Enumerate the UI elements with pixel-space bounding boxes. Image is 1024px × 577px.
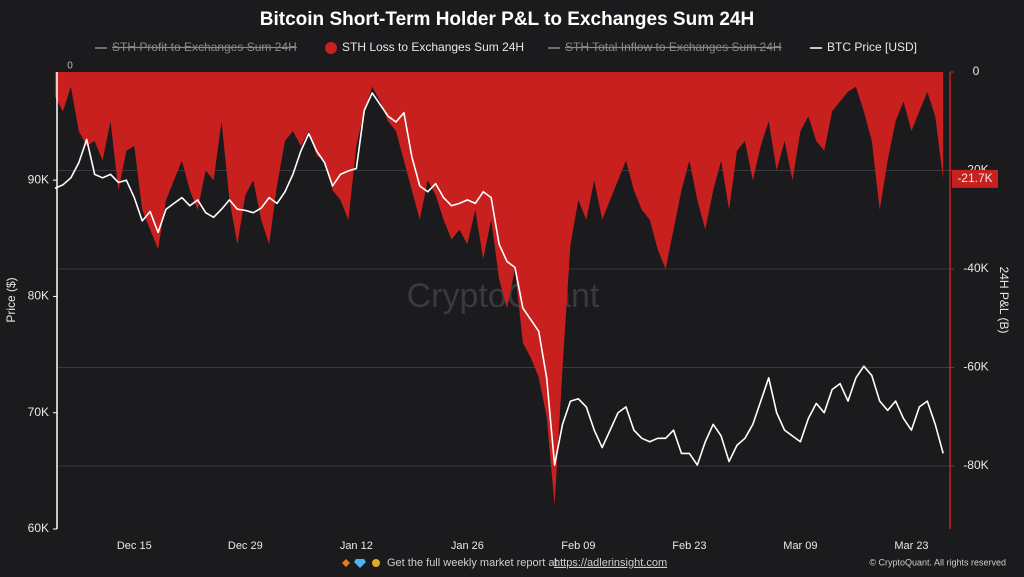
icon bbox=[342, 559, 350, 567]
x-tick-label: Jan 26 bbox=[451, 540, 484, 552]
legend-swatch bbox=[325, 42, 337, 54]
x-tick-label: Dec 15 bbox=[117, 540, 152, 552]
x-tick-label: Mar 09 bbox=[783, 540, 817, 552]
y2-tick-label: -80K bbox=[963, 458, 988, 472]
y-tick-label: 60K bbox=[28, 521, 49, 535]
footer: Get the full weekly market report at htt… bbox=[342, 557, 1006, 569]
y-tick-label: 80K bbox=[28, 289, 49, 303]
footer-link[interactable]: https://adlerinsight.com bbox=[554, 557, 667, 569]
x-tick-label: Feb 23 bbox=[672, 540, 706, 552]
x-tick-label: Jan 12 bbox=[340, 540, 373, 552]
copyright: © CryptoQuant. All rights reserved bbox=[869, 557, 1006, 567]
y2-axis-label: 24H P&L (B) bbox=[997, 267, 1011, 334]
y-tick-label: 70K bbox=[28, 405, 49, 419]
legend-label: STH Profit to Exchanges Sum 24H bbox=[112, 40, 297, 54]
y-tick-label: 90K bbox=[28, 172, 49, 186]
legend-label: STH Total Inflow to Exchanges Sum 24H bbox=[565, 40, 782, 54]
loss-area bbox=[55, 72, 944, 506]
x-tick-label: Mar 23 bbox=[894, 540, 928, 552]
chart-title: Bitcoin Short-Term Holder P&L to Exchang… bbox=[260, 9, 754, 30]
last-value-box bbox=[952, 169, 998, 188]
x-tick-label: Feb 09 bbox=[561, 540, 595, 552]
last-value-label: -21.7K bbox=[957, 171, 992, 185]
legend-label: STH Loss to Exchanges Sum 24H bbox=[342, 40, 524, 54]
y2-tick-label: -40K bbox=[963, 261, 988, 275]
y2-tick-label: -60K bbox=[963, 360, 988, 374]
legend-label: BTC Price [USD] bbox=[827, 40, 917, 54]
y-axis-label: Price ($) bbox=[4, 277, 18, 322]
icon bbox=[354, 559, 366, 568]
price-line bbox=[54, 92, 944, 466]
y2-tick-label: 0 bbox=[973, 64, 980, 78]
icon bbox=[372, 559, 380, 567]
annotation: 0 bbox=[67, 61, 73, 72]
x-tick-label: Dec 29 bbox=[228, 540, 263, 552]
footer-text: Get the full weekly market report at bbox=[387, 557, 558, 569]
